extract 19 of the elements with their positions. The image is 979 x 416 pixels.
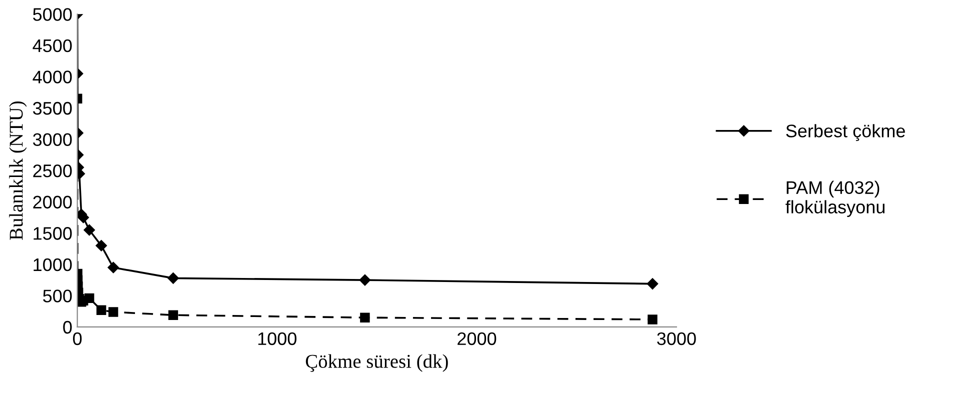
legend-label: Serbest çökme: [786, 124, 905, 142]
y-tick-label: 4000: [32, 70, 72, 84]
x-tick-label: 2000: [458, 332, 496, 346]
y-tick-label: 3000: [33, 133, 72, 146]
y-tick-label: 0: [63, 320, 72, 334]
y-tick-label: 1500: [34, 227, 72, 240]
x-tick-label: 3000: [657, 332, 696, 346]
x-tick-label: 1000: [258, 332, 296, 346]
x-axis-title: Çökme süresi (dk): [306, 354, 448, 372]
y-tick-label: 500: [43, 290, 72, 302]
y-axis-title: Bulanıklık (NTU): [9, 101, 27, 240]
y-tick-label: 5000: [33, 8, 72, 21]
y-tick-label: 2000: [33, 196, 72, 209]
y-tick-label: 1000: [34, 258, 72, 272]
y-tick-label: 2500: [33, 164, 72, 178]
y-tick-label: 3500: [33, 102, 72, 115]
y-tick-label: 4500: [32, 39, 72, 52]
legend-label: PAM (4032) flokülasyonu: [786, 180, 884, 218]
x-tick-label: 0: [73, 332, 82, 346]
